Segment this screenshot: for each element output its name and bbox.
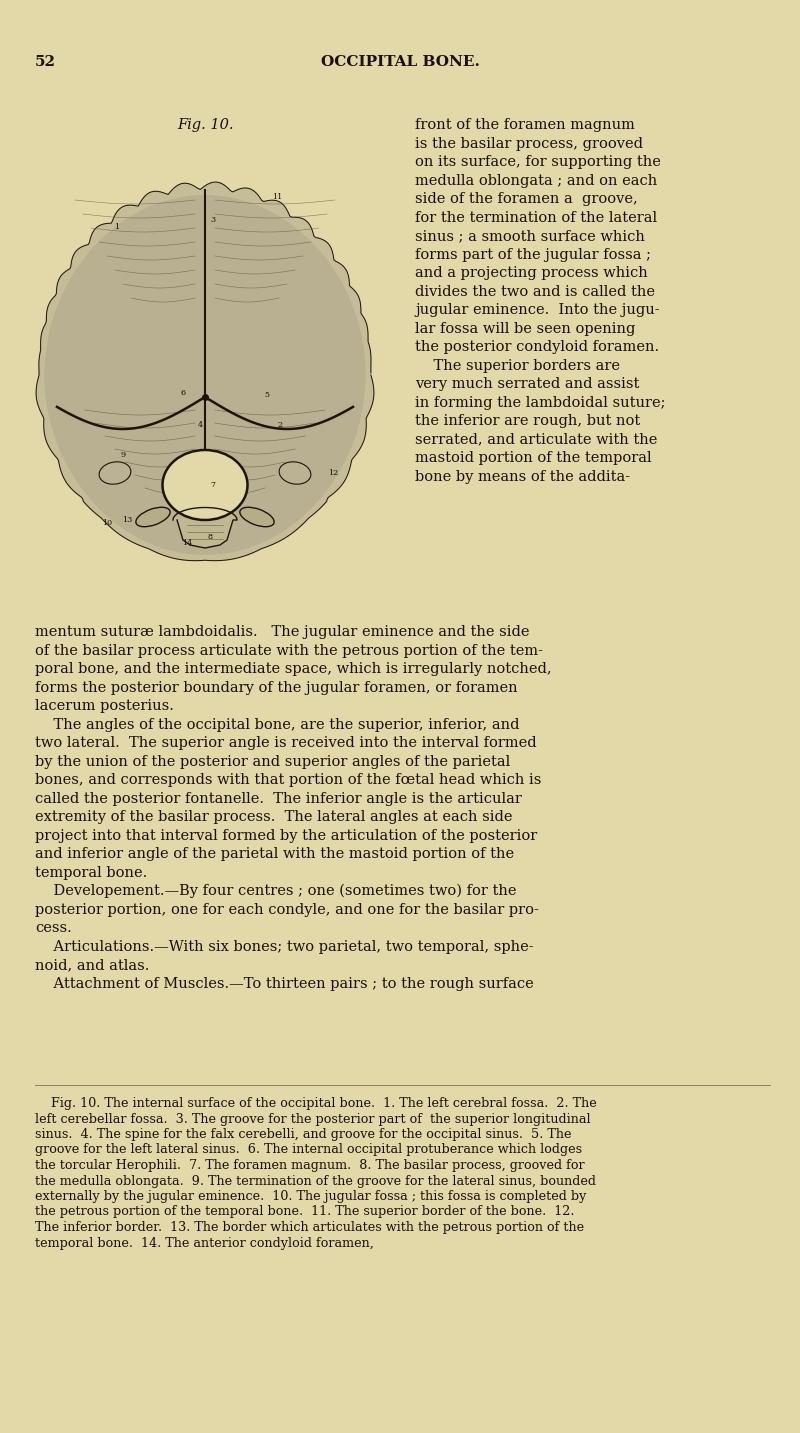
Text: posterior portion, one for each condyle, and one for the basilar pro-: posterior portion, one for each condyle,… bbox=[35, 903, 539, 917]
Text: Attachment of Muscles.—To thirteen pairs ; to the rough surface: Attachment of Muscles.—To thirteen pairs… bbox=[35, 976, 534, 990]
Text: 7: 7 bbox=[210, 481, 215, 489]
Text: lar fossa will be seen opening: lar fossa will be seen opening bbox=[415, 321, 635, 335]
Text: Fig. 10. The internal surface of the occipital bone.  1. The left cerebral fossa: Fig. 10. The internal surface of the occ… bbox=[35, 1098, 597, 1111]
Text: is the basilar process, grooved: is the basilar process, grooved bbox=[415, 136, 643, 150]
Text: 10: 10 bbox=[102, 519, 112, 527]
Text: left cerebellar fossa.  3. The groove for the posterior part of  the superior lo: left cerebellar fossa. 3. The groove for… bbox=[35, 1112, 590, 1125]
Text: 14: 14 bbox=[182, 539, 192, 547]
Text: 4: 4 bbox=[198, 421, 202, 428]
Text: externally by the jugular eminence.  10. The jugular fossa ; this fossa is compl: externally by the jugular eminence. 10. … bbox=[35, 1189, 586, 1202]
Text: temporal bone.  14. The anterior condyloid foramen,: temporal bone. 14. The anterior condyloi… bbox=[35, 1237, 374, 1250]
Text: The inferior border.  13. The border which articulates with the petrous portion : The inferior border. 13. The border whic… bbox=[35, 1221, 584, 1234]
Text: front of the foramen magnum: front of the foramen magnum bbox=[415, 118, 635, 132]
Ellipse shape bbox=[136, 507, 170, 527]
Text: mentum suturæ lambdoidalis.   The jugular eminence and the side: mentum suturæ lambdoidalis. The jugular … bbox=[35, 625, 530, 639]
Text: temporal bone.: temporal bone. bbox=[35, 866, 147, 880]
Text: the torcular Herophili.  7. The foramen magnum.  8. The basilar process, grooved: the torcular Herophili. 7. The foramen m… bbox=[35, 1159, 585, 1172]
Text: The angles of the occipital bone, are the superior, inferior, and: The angles of the occipital bone, are th… bbox=[35, 718, 519, 731]
Text: mastoid portion of the temporal: mastoid portion of the temporal bbox=[415, 451, 652, 464]
Ellipse shape bbox=[162, 450, 247, 520]
Text: and a projecting process which: and a projecting process which bbox=[415, 267, 648, 279]
Text: two lateral.  The superior angle is received into the interval formed: two lateral. The superior angle is recei… bbox=[35, 737, 537, 749]
Text: forms part of the jugular fossa ;: forms part of the jugular fossa ; bbox=[415, 248, 651, 261]
Text: on its surface, for supporting the: on its surface, for supporting the bbox=[415, 155, 661, 169]
Text: in forming the lambdoidal suture;: in forming the lambdoidal suture; bbox=[415, 396, 666, 410]
Text: groove for the left lateral sinus.  6. The internal occipital protuberance which: groove for the left lateral sinus. 6. Th… bbox=[35, 1144, 582, 1156]
Text: medulla oblongata ; and on each: medulla oblongata ; and on each bbox=[415, 173, 658, 188]
Text: of the basilar process articulate with the petrous portion of the tem-: of the basilar process articulate with t… bbox=[35, 643, 543, 658]
Text: 8: 8 bbox=[207, 533, 213, 542]
Text: 2: 2 bbox=[278, 421, 282, 428]
Text: Fig. 10.: Fig. 10. bbox=[177, 118, 234, 132]
Text: The superior borders are: The superior borders are bbox=[415, 358, 620, 373]
Text: the petrous portion of the temporal bone.  11. The superior border of the bone. : the petrous portion of the temporal bone… bbox=[35, 1205, 574, 1218]
Text: and inferior angle of the parietal with the mastoid portion of the: and inferior angle of the parietal with … bbox=[35, 847, 514, 861]
Text: called the posterior fontanelle.  The inferior angle is the articular: called the posterior fontanelle. The inf… bbox=[35, 791, 522, 805]
Text: jugular eminence.  Into the jugu-: jugular eminence. Into the jugu- bbox=[415, 302, 660, 317]
Text: extremity of the basilar process.  The lateral angles at each side: extremity of the basilar process. The la… bbox=[35, 810, 513, 824]
Text: 13: 13 bbox=[122, 516, 132, 524]
Ellipse shape bbox=[240, 507, 274, 527]
Text: divides the two and is called the: divides the two and is called the bbox=[415, 285, 655, 298]
Text: the posterior condyloid foramen.: the posterior condyloid foramen. bbox=[415, 340, 659, 354]
Text: 3: 3 bbox=[210, 216, 215, 224]
Text: 6: 6 bbox=[181, 388, 186, 397]
Text: serrated, and articulate with the: serrated, and articulate with the bbox=[415, 433, 658, 447]
Polygon shape bbox=[173, 507, 237, 547]
Text: the medulla oblongata.  9. The termination of the groove for the lateral sinus, : the medulla oblongata. 9. The terminatio… bbox=[35, 1175, 596, 1188]
Text: cess.: cess. bbox=[35, 921, 72, 934]
Text: 12: 12 bbox=[328, 469, 338, 477]
Text: sinus ; a smooth surface which: sinus ; a smooth surface which bbox=[415, 229, 645, 244]
Polygon shape bbox=[45, 196, 365, 555]
Text: very much serrated and assist: very much serrated and assist bbox=[415, 377, 639, 391]
Text: bones, and corresponds with that portion of the fœtal head which is: bones, and corresponds with that portion… bbox=[35, 772, 542, 787]
Ellipse shape bbox=[279, 461, 311, 484]
Polygon shape bbox=[36, 182, 374, 560]
Text: poral bone, and the intermediate space, which is irregularly notched,: poral bone, and the intermediate space, … bbox=[35, 662, 552, 676]
Text: 52: 52 bbox=[35, 54, 56, 69]
Text: 9: 9 bbox=[121, 451, 126, 459]
Ellipse shape bbox=[99, 461, 131, 484]
Text: sinus.  4. The spine for the falx cerebelli, and groove for the occipital sinus.: sinus. 4. The spine for the falx cerebel… bbox=[35, 1128, 571, 1141]
Text: the inferior are rough, but not: the inferior are rough, but not bbox=[415, 414, 640, 428]
Text: project into that interval formed by the articulation of the posterior: project into that interval formed by the… bbox=[35, 828, 538, 843]
Text: Articulations.—With six bones; two parietal, two temporal, sphe-: Articulations.—With six bones; two parie… bbox=[35, 940, 534, 953]
Text: 5: 5 bbox=[265, 391, 270, 398]
Text: 1: 1 bbox=[114, 224, 119, 231]
Text: forms the posterior boundary of the jugular foramen, or foramen: forms the posterior boundary of the jugu… bbox=[35, 681, 518, 695]
Text: noid, and atlas.: noid, and atlas. bbox=[35, 959, 150, 972]
Text: Developement.—By four centres ; one (sometimes two) for the: Developement.—By four centres ; one (som… bbox=[35, 884, 517, 898]
Text: 11: 11 bbox=[272, 193, 282, 201]
Text: by the union of the posterior and superior angles of the parietal: by the union of the posterior and superi… bbox=[35, 755, 510, 768]
Text: lacerum posterius.: lacerum posterius. bbox=[35, 699, 174, 714]
Text: OCCIPITAL BONE.: OCCIPITAL BONE. bbox=[321, 54, 479, 69]
Text: bone by means of the addita-: bone by means of the addita- bbox=[415, 470, 630, 483]
Text: for the termination of the lateral: for the termination of the lateral bbox=[415, 211, 657, 225]
Text: side of the foramen a  groove,: side of the foramen a groove, bbox=[415, 192, 638, 206]
